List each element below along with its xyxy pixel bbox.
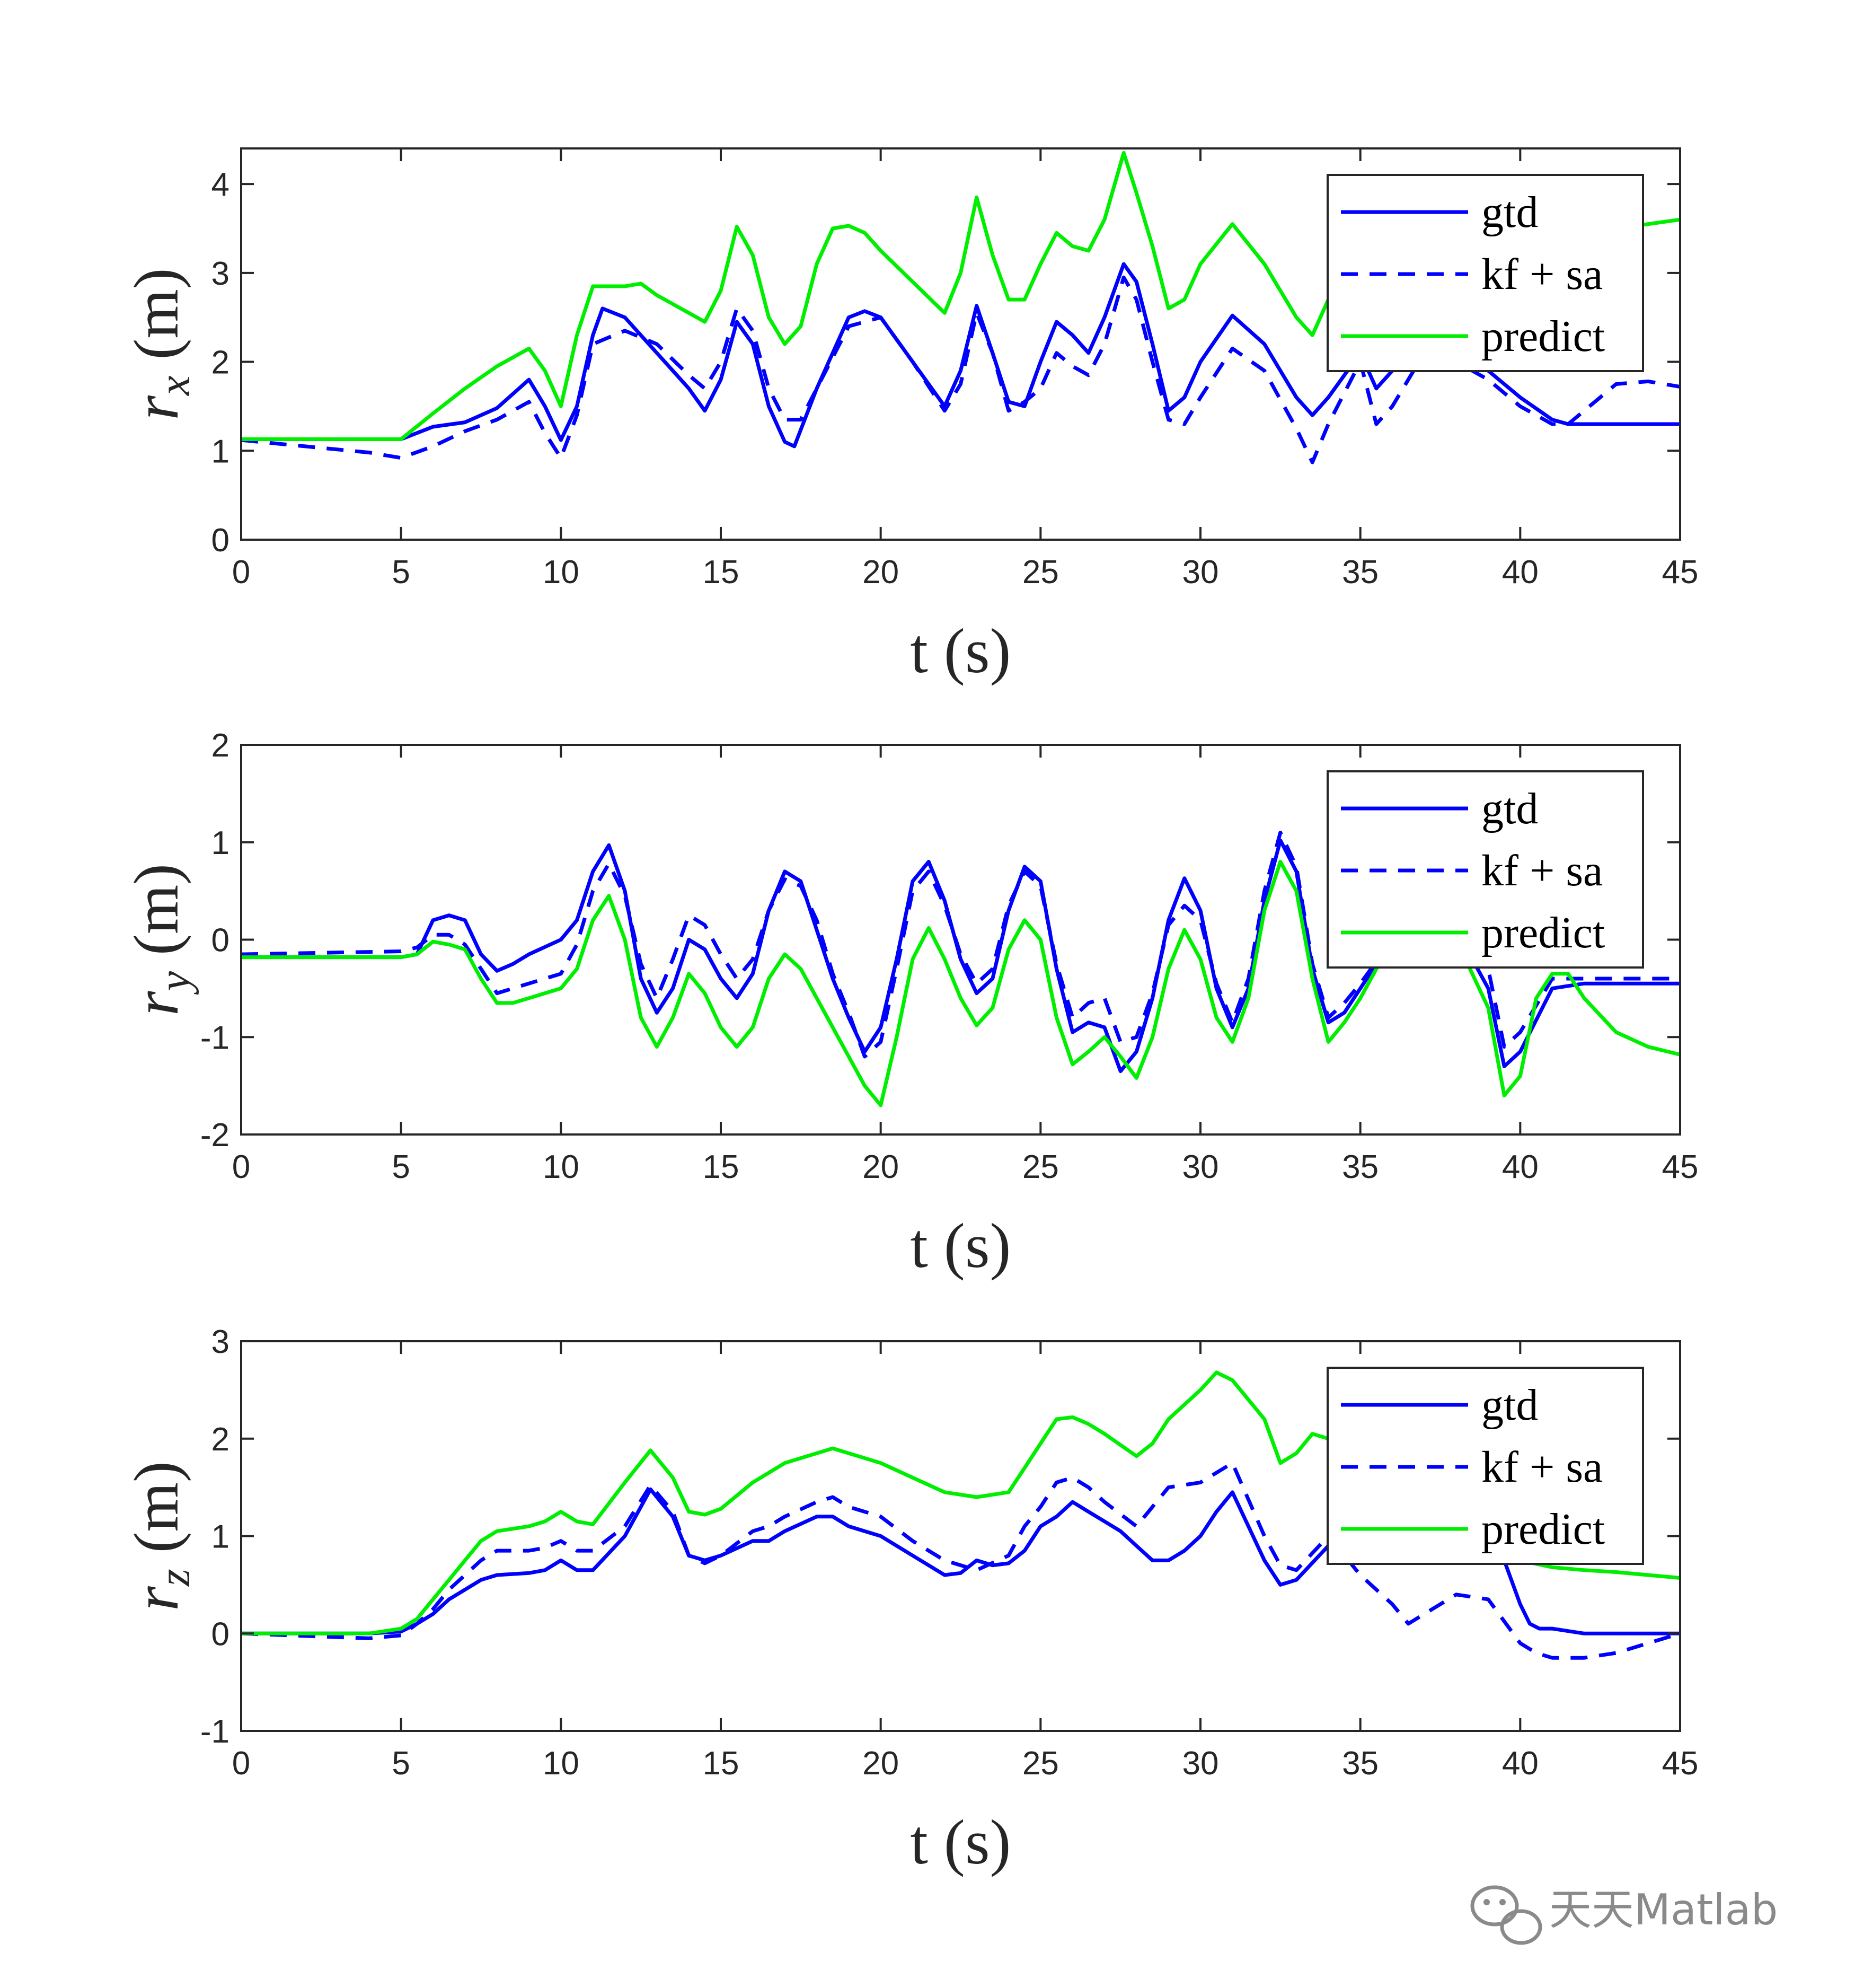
y-axis-label-subscript: x: [150, 376, 199, 397]
x-tick-label: 0: [232, 1745, 250, 1782]
y-tick-label: 2: [211, 727, 229, 764]
x-tick-label: 20: [862, 1745, 899, 1782]
watermark-text: 天天Matlab: [1549, 1885, 1778, 1934]
legend: gtd kf + sa predict: [1327, 1367, 1644, 1565]
y-tick-label: 4: [211, 166, 229, 203]
y-axis-label: rz (m): [121, 1461, 199, 1611]
x-axis-label: t (s): [911, 1210, 1011, 1281]
y-tick-label: 3: [211, 256, 229, 292]
x-tick-label: 5: [392, 1745, 410, 1782]
y-tick-label: 0: [211, 922, 229, 959]
y-tick-label: 1: [211, 433, 229, 470]
y-tick-label: -2: [200, 1117, 229, 1154]
y-tick-label: 1: [211, 1519, 229, 1555]
y-tick-label: -1: [200, 1713, 229, 1750]
x-tick-label: 45: [1662, 1745, 1699, 1782]
legend-label: predict: [1481, 908, 1605, 957]
series-line-kf-sa: [241, 275, 1680, 464]
legend-label: gtd: [1481, 784, 1538, 833]
x-tick-label: 30: [1182, 554, 1219, 591]
legend-label: predict: [1481, 312, 1605, 361]
y-axis-label: rx (m): [121, 268, 199, 420]
y-axis-label: ry (m): [121, 864, 199, 1016]
x-tick-label: 15: [703, 1745, 739, 1782]
x-tick-label: 25: [1022, 1745, 1059, 1782]
x-tick-label: 25: [1022, 554, 1059, 591]
x-tick-label: 35: [1342, 1149, 1379, 1185]
legend-label: kf + sa: [1481, 846, 1603, 895]
x-tick-label: 40: [1502, 554, 1539, 591]
subplot-1: 0 5 10 15 20 25 30 35 40 45 0 1 2 3 4 t (s) rx (m) gtd kf …: [121, 147, 1699, 686]
x-tick-label: 15: [703, 554, 739, 591]
legend-label: gtd: [1481, 188, 1538, 237]
legend-label: kf + sa: [1481, 1442, 1603, 1492]
x-tick-label: 15: [703, 1149, 739, 1185]
x-tick-label: 40: [1502, 1745, 1539, 1782]
y-tick-label: 2: [211, 345, 229, 381]
x-tick-label: 20: [862, 1149, 899, 1185]
x-tick-label: 0: [232, 554, 250, 591]
y-tick-label: 2: [211, 1421, 229, 1458]
series-line-kf-sa: [241, 1461, 1680, 1660]
x-tick-label: 30: [1182, 1745, 1219, 1782]
x-tick-label: 30: [1182, 1149, 1219, 1185]
y-axis-label-base: r: [121, 395, 191, 420]
y-axis-label-subscript: z: [150, 1569, 199, 1587]
x-tick-label: 10: [543, 554, 579, 591]
y-axis-label-unit: (m): [121, 268, 191, 375]
x-tick-label: 0: [232, 1149, 250, 1185]
legend: gtd kf + sa predict: [1327, 174, 1644, 372]
x-tick-label: 40: [1502, 1149, 1539, 1185]
x-tick-label: 35: [1342, 554, 1379, 591]
x-tick-label: 10: [543, 1149, 579, 1185]
x-tick-label: 5: [392, 1149, 410, 1185]
x-tick-label: 35: [1342, 1745, 1379, 1782]
axes-box: [240, 147, 1681, 541]
y-axis-label-unit: (m): [121, 1461, 191, 1569]
y-axis-label-unit: (m): [121, 864, 191, 971]
subplot-2: 0 5 10 15 20 25 30 35 40 45 -2 -1 0 1 2 t (s) ry (m) gtd k…: [121, 727, 1698, 1281]
y-tick-label: 0: [211, 1616, 229, 1652]
y-axis-label-subscript: y: [150, 971, 199, 995]
legend-label: predict: [1481, 1505, 1605, 1554]
x-tick-label: 45: [1662, 1149, 1699, 1185]
x-tick-label: 10: [543, 1745, 579, 1782]
legend-label: gtd: [1481, 1380, 1538, 1430]
watermark: 天天Matlab: [1470, 1885, 1778, 1945]
y-tick-label: 3: [211, 1324, 229, 1360]
x-tick-label: 45: [1662, 554, 1699, 591]
x-tick-label: 25: [1022, 1149, 1059, 1185]
y-tick-label: 0: [211, 522, 229, 559]
x-tick-label: 20: [862, 554, 899, 591]
x-axis-label: t (s): [911, 1807, 1011, 1877]
legend-label: kf + sa: [1481, 250, 1603, 299]
legend: gtd kf + sa predict: [1327, 770, 1644, 969]
y-axis-label-base: r: [121, 1586, 191, 1611]
y-tick-label: -1: [200, 1019, 229, 1056]
y-axis-label-base: r: [121, 990, 191, 1016]
x-tick-label: 5: [392, 554, 410, 591]
wechat-icon: [1470, 1885, 1542, 1945]
series-line-kf-sa: [241, 830, 1680, 1059]
y-tick-label: 1: [211, 825, 229, 861]
x-axis-label: t (s): [911, 615, 1011, 686]
